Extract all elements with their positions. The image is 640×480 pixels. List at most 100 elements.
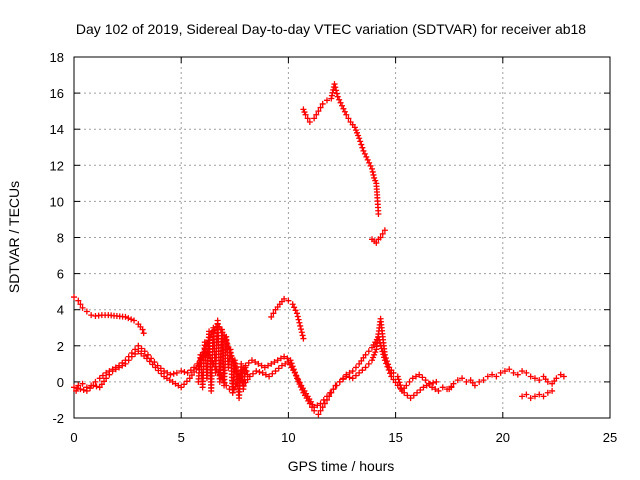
data-point [375, 333, 382, 340]
x-tick-label: 25 [603, 430, 617, 445]
data-point [340, 375, 347, 382]
data-point [357, 138, 364, 145]
data-point [352, 364, 359, 371]
data-point [311, 115, 318, 122]
y-tick-label: 0 [57, 375, 64, 390]
data-point [340, 105, 347, 112]
y-tick-label: 6 [57, 267, 64, 282]
data-point [296, 319, 303, 326]
data-point [367, 162, 374, 169]
data-point [272, 368, 279, 375]
data-point [80, 387, 87, 394]
x-axis-label: GPS time / hours [288, 458, 395, 474]
data-point [112, 366, 119, 373]
data-point [360, 147, 367, 154]
data-point [426, 380, 433, 387]
data-point [144, 351, 151, 358]
data-point [186, 375, 193, 382]
y-tick-label: 2 [57, 339, 64, 354]
data-point [184, 369, 191, 376]
data-point [417, 387, 424, 394]
data-point [379, 348, 386, 355]
y-tick-label: 16 [50, 86, 64, 101]
data-point [394, 382, 401, 389]
data-point [410, 392, 417, 399]
data-point [331, 81, 338, 88]
data-point [369, 168, 376, 175]
data-point [323, 97, 330, 104]
data-point [323, 393, 330, 400]
data-point [292, 307, 299, 314]
data-point [407, 395, 414, 402]
data-point [345, 115, 352, 122]
data-point [281, 353, 288, 360]
data-point [155, 367, 162, 374]
data-point [381, 357, 388, 364]
data-point [376, 336, 383, 343]
data-point [387, 370, 394, 377]
data-point [245, 359, 252, 366]
data-point [392, 379, 399, 386]
data-point [270, 310, 277, 317]
data-point [90, 382, 97, 389]
data-point [193, 365, 200, 372]
data-point [471, 382, 478, 389]
data-point [128, 316, 135, 323]
data-point [346, 369, 353, 376]
data-point [79, 380, 86, 387]
data-point [256, 368, 263, 375]
data-point [435, 387, 442, 394]
data-point [242, 364, 249, 371]
data-point [454, 377, 461, 384]
data-point [296, 379, 303, 386]
data-point [125, 357, 132, 364]
data-point [96, 375, 103, 382]
data-point [255, 360, 262, 367]
data-point [358, 357, 365, 364]
data-point [372, 177, 379, 184]
data-point [544, 378, 551, 385]
data-point [514, 371, 521, 378]
data-point [178, 368, 185, 375]
data-point [284, 355, 291, 362]
data-point [540, 393, 547, 400]
data-point [152, 364, 159, 371]
data-point [493, 373, 500, 380]
data-point [510, 369, 517, 376]
data-point [422, 377, 429, 384]
data-point [320, 396, 327, 403]
data-point [359, 144, 366, 151]
data-point [336, 378, 343, 385]
data-point [135, 342, 142, 349]
data-point [275, 365, 282, 372]
data-point [266, 373, 273, 380]
data-point [302, 111, 309, 118]
data-point [356, 369, 363, 376]
data-point [265, 362, 272, 369]
data-point [480, 377, 487, 384]
data-point [536, 391, 543, 398]
data-point [92, 378, 99, 385]
data-point [285, 297, 292, 304]
data-point [252, 359, 259, 366]
data-point [83, 308, 90, 315]
data-point [377, 342, 384, 349]
data-point [106, 371, 113, 378]
data-point [403, 382, 410, 389]
data-point [330, 386, 337, 393]
x-tick-label: 10 [281, 430, 295, 445]
y-axis-label: SDTVAR / TECUs [6, 181, 22, 293]
data-point [358, 141, 365, 148]
data-point [315, 108, 322, 115]
data-point [149, 361, 156, 368]
data-point [337, 99, 344, 106]
data-point [269, 370, 276, 377]
data-point [293, 373, 300, 380]
data-point [370, 354, 377, 361]
data-point [381, 227, 388, 234]
data-point [406, 378, 413, 385]
data-point [560, 373, 567, 380]
data-point [297, 326, 304, 333]
x-tick-label: 0 [70, 430, 77, 445]
grid-layer [74, 57, 610, 418]
